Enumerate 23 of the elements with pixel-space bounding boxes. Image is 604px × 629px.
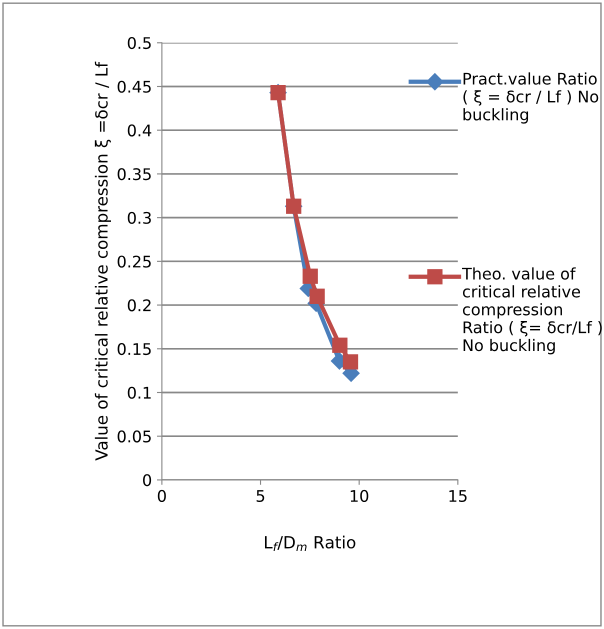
y-tick-label: 0.3 <box>128 212 151 224</box>
y-tick-label: 0.5 <box>128 36 151 50</box>
y-tick-label: 0.35 <box>118 168 151 180</box>
point <box>310 288 325 304</box>
y-tick-label: 0.2 <box>128 299 151 312</box>
y-axis-title: Value of critical relative compression ξ =δcr / Lf <box>94 62 112 461</box>
legend-label: Theo. value of critical relative compression Ratio ( ξ= δcr/Lf ) No buckling <box>462 267 602 354</box>
y-tick-label: 0.15 <box>118 342 151 356</box>
legend-label: Pract.value Ratio ( ξ = δcr / Lf ) No buckling <box>463 72 598 124</box>
y-tick-label: 0.25 <box>118 256 151 268</box>
point <box>342 354 358 370</box>
x-tick-label: 10 <box>350 490 368 502</box>
y-tick-label: 0.45 <box>118 80 151 93</box>
x-tick-label: 0 <box>158 490 166 502</box>
x-tick-label: 5 <box>256 490 264 502</box>
y-tick-label: 0.4 <box>128 124 152 136</box>
y-tick-label: 0.05 <box>118 430 151 443</box>
point <box>332 338 348 353</box>
point <box>302 268 318 284</box>
x-axis-title: L$_{f}$/D$_{m}$ Ratio <box>264 536 356 552</box>
y-tick-label: 0 <box>143 474 152 486</box>
x-tick-label: 15 <box>449 490 467 502</box>
y-tick-label: 0.1 <box>128 386 151 399</box>
